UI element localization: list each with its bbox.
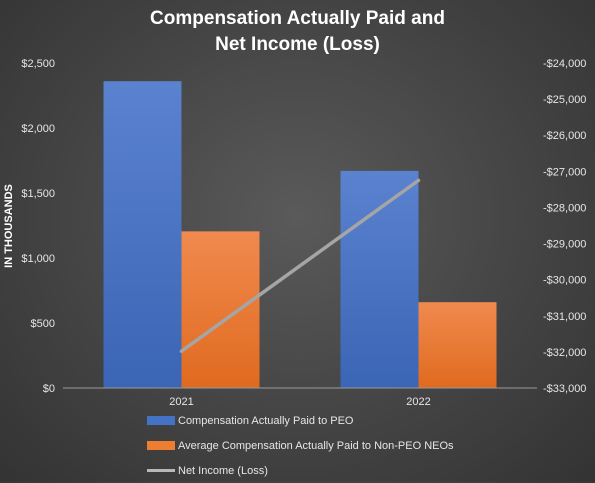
legend-label: Compensation Actually Paid to PEO (178, 414, 354, 427)
y2-tick-label: -$27,000 (543, 166, 586, 178)
y2-tick-label: -$26,000 (543, 130, 586, 142)
chart-title-line-2: Net Income (Loss) (215, 34, 380, 55)
bar-series-1-2021 (103, 81, 182, 388)
y-tick-label: $1,500 (21, 188, 55, 200)
y-axis-label: IN THOUSANDS (3, 184, 15, 268)
bar-series-2-2022 (418, 302, 497, 388)
x-tick-label: 2022 (406, 396, 430, 408)
y2-tick-label: -$32,000 (543, 347, 586, 359)
y-tick-label: $2,500 (21, 58, 55, 70)
y-tick-label: $1,000 (21, 253, 55, 265)
bar-series-2-2021 (181, 231, 260, 388)
legend-swatch (147, 416, 175, 425)
legend-item: Average Compensation Actually Paid to No… (147, 433, 454, 458)
legend-swatch (147, 441, 175, 450)
chart-title-line-1: Compensation Actually Paid and (150, 8, 445, 29)
y2-tick-label: -$28,000 (543, 202, 586, 214)
y2-tick-label: -$29,000 (543, 239, 586, 251)
legend-item: Compensation Actually Paid to PEO (147, 408, 454, 433)
y2-tick-label: -$24,000 (543, 58, 586, 70)
legend: Compensation Actually Paid to PEO Average… (147, 408, 454, 483)
legend-swatch (147, 469, 175, 472)
chart-title: Compensation Actually Paid and Net Incom… (0, 6, 595, 58)
y2-tick-label: -$30,000 (543, 275, 586, 287)
y2-tick-label: -$31,000 (543, 311, 586, 323)
y-tick-label: $0 (43, 383, 55, 395)
bar-series-1-2022 (340, 170, 419, 388)
y-tick-label: $500 (31, 318, 55, 330)
legend-item: Net Income (Loss) (147, 458, 454, 483)
y2-tick-label: -$25,000 (543, 94, 586, 106)
x-tick-label: 2021 (169, 396, 193, 408)
legend-label: Average Compensation Actually Paid to No… (178, 439, 454, 452)
y-tick-label: $2,000 (21, 123, 55, 135)
legend-label: Net Income (Loss) (178, 464, 268, 477)
line-series-net-income (179, 178, 421, 353)
y2-tick-label: -$33,000 (543, 383, 586, 395)
